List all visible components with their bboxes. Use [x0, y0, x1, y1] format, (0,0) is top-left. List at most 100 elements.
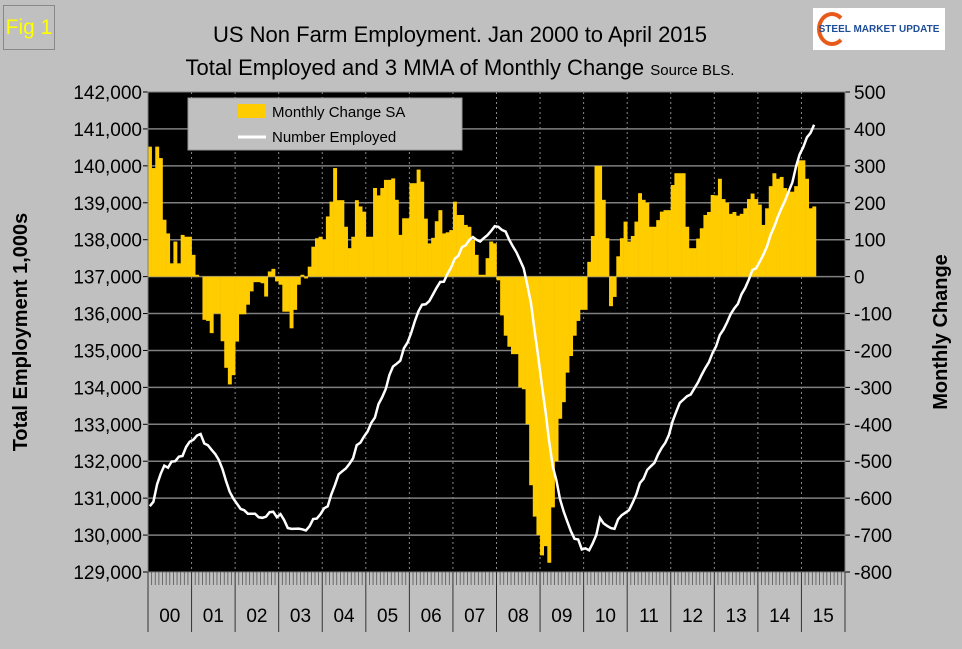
bar-monthly-change — [768, 186, 773, 277]
left-tick-label: 141,000 — [73, 120, 142, 141]
bar-monthly-change — [373, 188, 378, 277]
bar-monthly-change — [431, 237, 436, 277]
bar-monthly-change — [547, 276, 552, 563]
bar-monthly-change — [293, 276, 298, 310]
bar-monthly-change — [351, 236, 356, 277]
bar-monthly-change — [391, 178, 396, 277]
bar-monthly-change — [180, 234, 185, 277]
bar-monthly-change — [434, 221, 439, 277]
x-tick-label: 15 — [813, 606, 834, 627]
bar-monthly-change — [601, 199, 606, 277]
figure-label-text: Fig 1 — [5, 15, 53, 39]
bar-monthly-change — [278, 276, 283, 285]
bar-monthly-change — [500, 276, 505, 316]
bar-monthly-change — [710, 195, 715, 277]
bar-monthly-change — [540, 276, 544, 556]
steel-market-update-logo: STEEL MARKET UPDATE — [813, 8, 945, 50]
bar-monthly-change — [576, 276, 581, 321]
bar-monthly-change — [423, 218, 428, 277]
left-tick-label: 131,000 — [73, 489, 142, 510]
bar-monthly-change — [692, 248, 697, 277]
right-tick-label: -700 — [854, 526, 892, 547]
logo-text: STEEL MARKET UPDATE — [818, 23, 940, 35]
bar-monthly-change — [155, 146, 160, 277]
line-number-employed — [148, 124, 816, 553]
legend-label-monthly-change: Monthly Change SA — [272, 104, 405, 121]
bar-monthly-change — [329, 201, 334, 277]
bar-monthly-change — [242, 276, 247, 315]
bar-monthly-change — [387, 179, 392, 277]
bar-monthly-change — [659, 211, 664, 277]
x-tick-label: 07 — [464, 606, 485, 627]
bar-monthly-change — [670, 185, 675, 277]
left-tick-label: 132,000 — [73, 452, 142, 473]
bar-monthly-change — [652, 226, 657, 277]
bar-monthly-change — [587, 261, 592, 277]
left-tick-label: 129,000 — [73, 563, 142, 584]
bar-monthly-change — [630, 236, 635, 277]
bar-monthly-change — [743, 208, 748, 277]
bar-monthly-change — [511, 276, 515, 355]
bar-monthly-change — [609, 276, 613, 307]
bar-monthly-change — [514, 276, 519, 355]
bar-monthly-change — [347, 248, 352, 277]
bar-monthly-change — [369, 236, 374, 277]
bar-monthly-change — [485, 258, 490, 277]
x-tick-label: 05 — [377, 606, 398, 627]
bar-monthly-change — [590, 236, 595, 277]
right-tick-label: 300 — [854, 157, 886, 178]
bar-monthly-change — [638, 193, 643, 277]
x-tick-label: 12 — [682, 606, 703, 627]
bar-monthly-change — [191, 254, 196, 277]
bar-monthly-change — [452, 201, 457, 277]
left-tick-label: 140,000 — [73, 157, 142, 178]
bar-monthly-change — [216, 276, 221, 314]
bar-monthly-change — [481, 274, 486, 277]
bar-monthly-change — [314, 238, 319, 277]
x-tick-label: 06 — [421, 606, 442, 627]
right-tick-label: 0 — [854, 268, 865, 289]
left-tick-label: 138,000 — [73, 231, 142, 252]
right-tick-label: -800 — [854, 563, 892, 584]
left-tick-label: 137,000 — [73, 268, 142, 289]
bar-monthly-change — [529, 276, 534, 486]
bar-monthly-change — [561, 276, 566, 403]
bar-monthly-change — [420, 181, 425, 277]
subtitle-text: Total Employed and 3 MMA of Monthly Chan… — [185, 55, 645, 80]
bar-monthly-change — [489, 241, 494, 277]
bar-monthly-change — [162, 219, 167, 277]
bar-monthly-change — [256, 276, 261, 283]
right-tick-label: -100 — [854, 305, 892, 326]
bar-monthly-change — [492, 243, 497, 277]
bar-monthly-change — [605, 238, 610, 277]
x-tick-label: 09 — [551, 606, 572, 627]
bar-monthly-change — [783, 188, 788, 277]
bar-monthly-change — [518, 276, 523, 388]
bar-monthly-change — [224, 276, 229, 368]
legend: Monthly Change SA Number Employed — [187, 97, 463, 151]
bar-monthly-change — [213, 276, 218, 314]
bar-monthly-change — [565, 276, 570, 373]
bar-monthly-change — [445, 232, 450, 277]
x-tick-label: 03 — [290, 606, 311, 627]
x-tick-label: 10 — [595, 606, 616, 627]
bar-monthly-change — [405, 218, 410, 277]
bar-monthly-change — [344, 226, 348, 277]
bar-monthly-change — [532, 276, 537, 517]
bar-monthly-change — [358, 206, 363, 277]
bar-monthly-change — [442, 233, 446, 277]
bar-monthly-change — [739, 213, 744, 277]
bar-monthly-change — [721, 199, 726, 277]
right-tick-label: -500 — [854, 452, 892, 473]
bar-monthly-change — [187, 236, 192, 277]
left-tick-label: 133,000 — [73, 415, 142, 436]
bar-monthly-change — [536, 276, 541, 536]
bar-monthly-change — [776, 178, 780, 277]
x-tick-label: 11 — [639, 606, 659, 627]
x-tick-label: 01 — [203, 606, 224, 627]
bar-monthly-change — [616, 256, 621, 277]
bar-monthly-change — [456, 214, 461, 277]
bar-monthly-change — [746, 199, 751, 277]
bar-monthly-change — [714, 195, 719, 277]
bar-monthly-change — [304, 276, 309, 279]
